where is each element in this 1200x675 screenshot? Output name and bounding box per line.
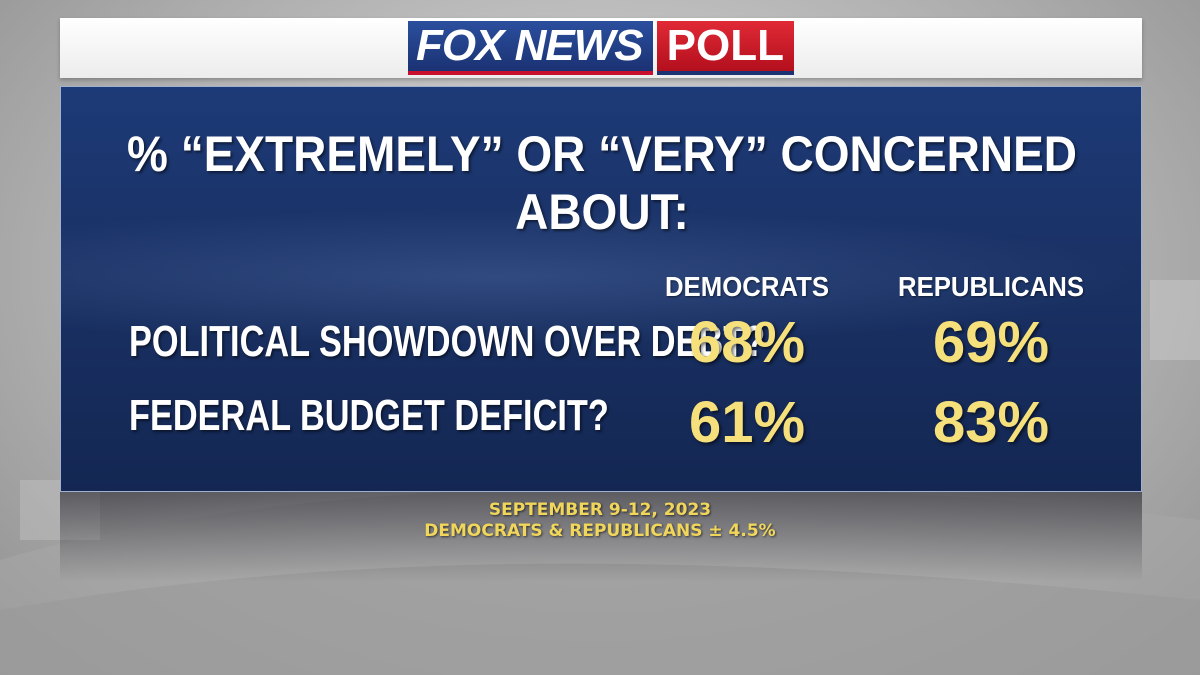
poll-margin-of-error: DEMOCRATS & REPUBLICANS ± 4.5% — [424, 521, 776, 541]
poll-title: % “EXTREMELY” OR “VERY” CONCERNED ABOUT: — [127, 126, 1077, 240]
column-header-democrats: DEMOCRATS — [664, 271, 830, 302]
poll-logo-text: POLL — [656, 21, 794, 75]
value-democrats-budget-deficit: 61% — [688, 390, 806, 455]
poll-footer: SEPTEMBER 9-12, 2023 DEMOCRATS & REPUBLI… — [0, 500, 1200, 542]
fox-news-logo-text: FOX NEWS — [407, 21, 653, 75]
value-republicans-debt-showdown: 69% — [932, 310, 1050, 375]
value-republicans-budget-deficit: 83% — [932, 390, 1050, 455]
header-bar: FOX NEWS POLL — [60, 18, 1142, 78]
value-democrats-debt-showdown: 68% — [688, 310, 806, 375]
column-header-republicans: REPUBLICANS — [897, 271, 1085, 302]
row-label-debt-showdown: POLITICAL SHOWDOWN OVER DEBT? — [129, 317, 766, 366]
panel-reflection — [60, 492, 1142, 582]
poll-panel: % “EXTREMELY” OR “VERY” CONCERNED ABOUT:… — [60, 86, 1142, 492]
panel-sheen — [61, 207, 1141, 347]
poll-date: SEPTEMBER 9-12, 2023 — [488, 500, 712, 520]
row-label-budget-deficit: FEDERAL BUDGET DEFICIT? — [129, 391, 609, 440]
fox-news-poll-logo: FOX NEWS POLL — [407, 21, 794, 75]
